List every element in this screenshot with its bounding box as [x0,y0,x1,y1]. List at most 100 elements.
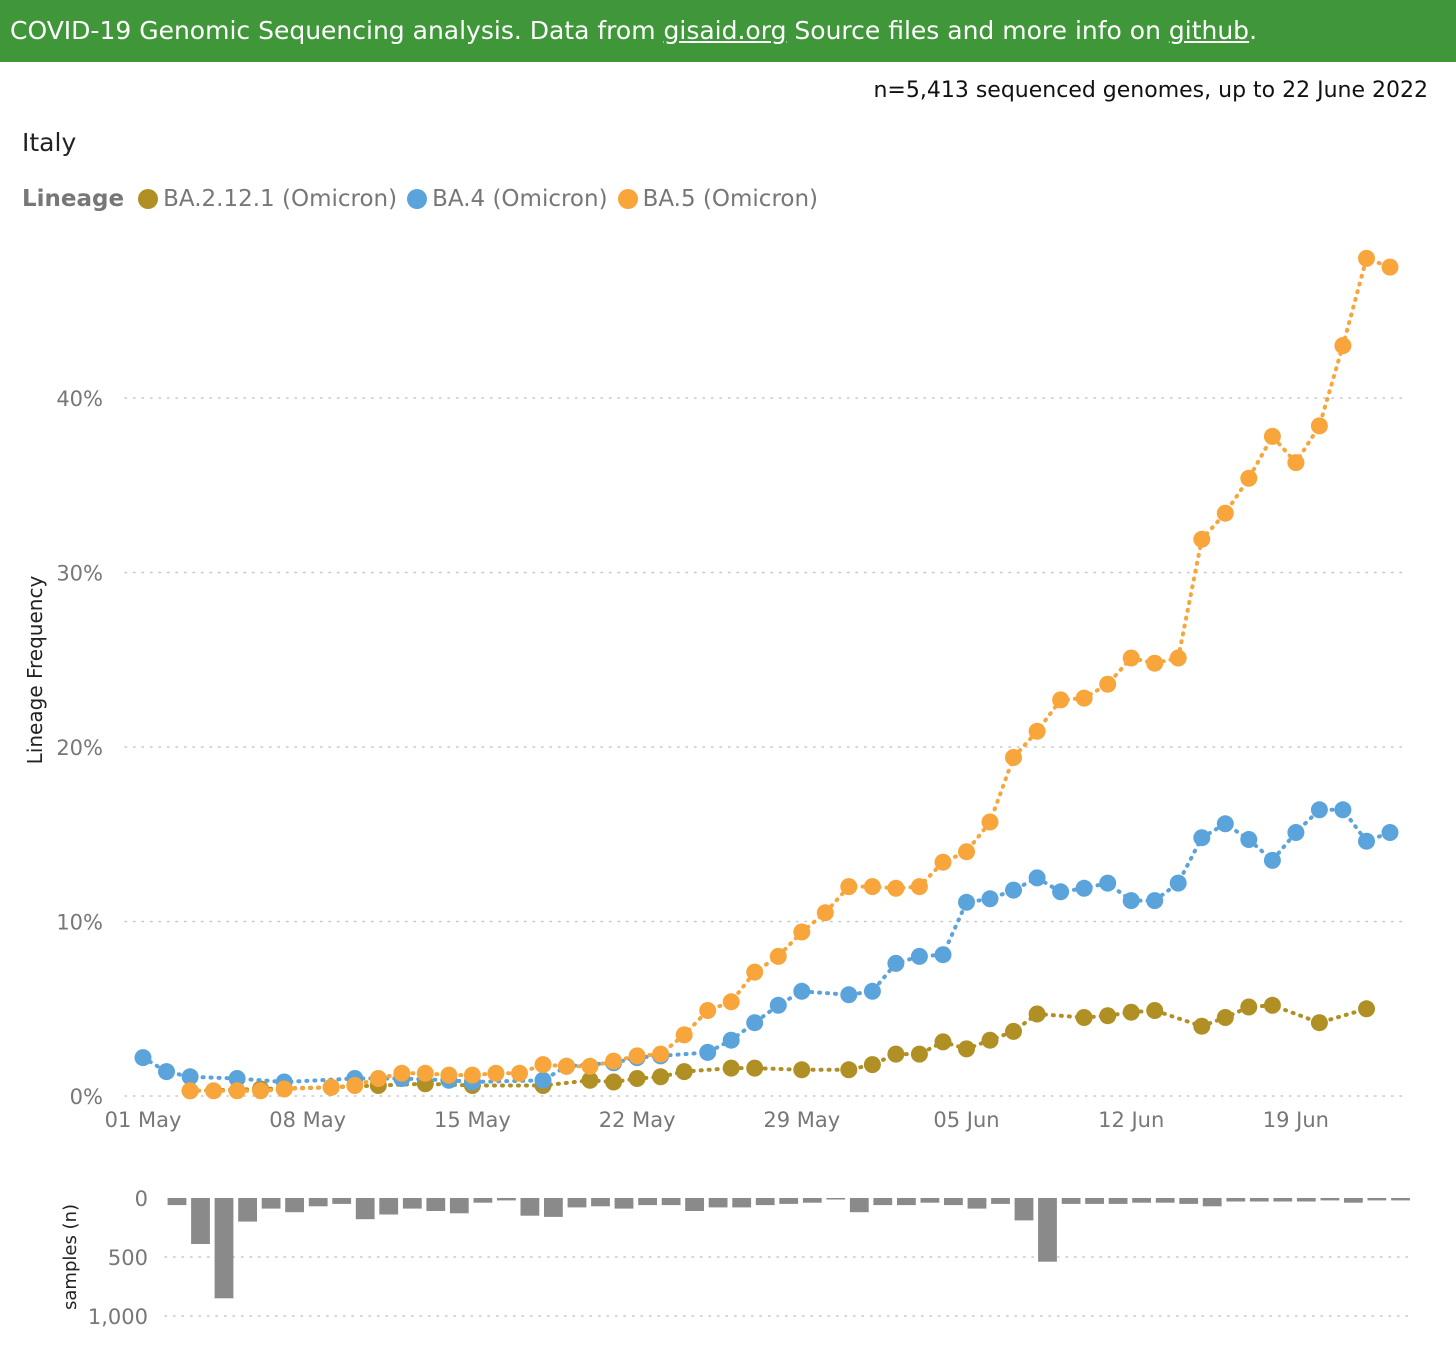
data-point-series-1 [1005,881,1022,899]
sample-bar [826,1198,846,1200]
sample-bar [497,1198,516,1201]
data-point-series-2 [1169,649,1187,667]
bar-y-tick-label: 0 [135,1187,148,1211]
data-point-series-1 [793,982,811,1000]
data-point-series-1 [840,986,858,1004]
data-point-series-2 [1310,417,1328,435]
data-point-series-1 [534,1071,552,1089]
bar-y-axis-title: samples (n) [60,1204,81,1310]
data-point-series-0 [1005,1022,1022,1040]
header-text-after: . [1249,16,1258,45]
sample-bar [1391,1198,1410,1201]
data-point-series-2 [934,853,952,871]
data-point-series-2 [628,1047,646,1065]
sample-bar [802,1198,822,1203]
data-point-series-2 [652,1045,670,1063]
series-line-2 [188,256,1392,1093]
data-point-series-1 [958,893,975,911]
data-point-series-2 [228,1082,246,1100]
sample-bar [944,1198,963,1206]
data-point-series-2 [1358,249,1375,267]
header-text-before: COVID-19 Genomic Sequencing analysis. Da… [10,16,664,45]
data-point-series-0 [675,1063,693,1081]
data-point-series-0 [1099,1007,1117,1025]
gisaid-link[interactable]: gisaid.org [663,16,787,45]
legend-title: Lineage [22,186,125,212]
sample-bar [567,1198,587,1208]
data-point-series-0 [1075,1009,1093,1026]
sample-count-subtitle: n=5,413 sequenced genomes, up to 22 June… [873,78,1428,103]
data-point-series-2 [722,993,740,1011]
data-point-series-2 [534,1056,552,1074]
data-point-series-2 [1263,427,1281,445]
sample-bar [285,1198,304,1213]
sample-bar [732,1198,752,1208]
sample-bar [261,1198,281,1209]
sample-bar [1202,1198,1222,1207]
data-point-series-2 [1122,649,1140,667]
data-point-series-2 [1099,675,1117,693]
data-point-series-2 [746,963,764,981]
data-point-series-1 [1381,824,1399,841]
sample-bar [920,1198,940,1203]
sample-bar [1273,1198,1293,1202]
legend-item-ba4[interactable]: BA.4 (Omicron) [407,186,608,212]
data-point-series-0 [1310,1014,1328,1032]
sample-bar [544,1198,563,1217]
legend-dot-ba2121 [138,189,159,209]
data-point-series-2 [1028,722,1046,740]
y-tick-label: 40% [56,387,103,411]
data-point-series-1 [158,1063,175,1081]
data-point-series-1 [1122,892,1140,910]
data-point-series-0 [958,1040,975,1058]
data-point-series-2 [1146,654,1164,672]
data-point-series-1 [1358,832,1375,850]
data-point-series-0 [1122,1003,1140,1021]
series-line-0 [188,1003,1369,1093]
sample-bar [661,1198,681,1206]
github-link[interactable]: github [1168,16,1250,45]
x-tick-label: 22 May [599,1108,676,1132]
sample-bar [1132,1198,1151,1203]
sample-bar [849,1198,869,1213]
data-point-series-2 [416,1064,434,1082]
data-point-series-0 [934,1033,952,1051]
legend-dot-ba4 [407,189,428,209]
page-header: COVID-19 Genomic Sequencing analysis. Da… [0,0,1456,62]
data-point-series-0 [1358,1000,1375,1018]
x-tick-label: 29 May [763,1108,840,1132]
data-point-series-1 [981,890,999,908]
sample-bar [1344,1198,1363,1203]
sample-bar [308,1198,328,1207]
sample-bar [1367,1198,1387,1201]
data-point-series-1 [1169,874,1187,892]
data-point-series-1 [1052,883,1070,901]
sample-bar [873,1198,893,1206]
sample-bar [1320,1198,1340,1201]
data-point-series-1 [1146,892,1164,910]
sample-bar [1038,1198,1057,1262]
data-point-series-2 [793,923,811,941]
legend-item-ba2121[interactable]: BA.2.12.1 (Omicron) [138,186,397,212]
data-point-series-1 [1310,801,1328,819]
sample-bar [897,1198,916,1206]
data-point-series-2 [675,1026,693,1044]
legend-item-ba5[interactable]: BA.5 (Omicron) [617,186,818,212]
data-point-series-2 [558,1057,575,1075]
y-tick-label: 0% [70,1085,103,1109]
sample-bar [1061,1198,1081,1204]
country-title: Italy [22,128,77,157]
sample-bar [167,1198,187,1206]
data-point-series-0 [910,1045,928,1063]
data-point-series-0 [722,1059,740,1077]
data-point-series-1 [1099,874,1117,892]
data-point-series-2 [369,1070,387,1087]
data-point-series-0 [746,1059,764,1077]
sample-bar [238,1198,257,1222]
sample-bar [473,1198,493,1203]
data-point-series-2 [887,879,905,897]
data-point-series-2 [840,878,858,896]
data-point-series-2 [1052,691,1070,709]
sample-bar [614,1198,634,1209]
sample-bar [708,1198,728,1208]
